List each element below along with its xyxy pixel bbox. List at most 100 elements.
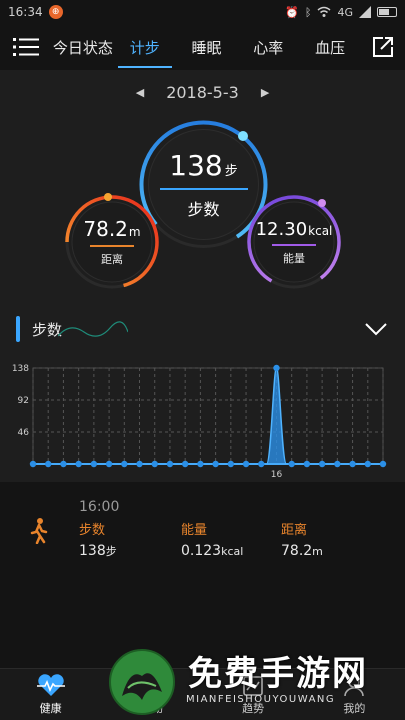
prev-date-button[interactable]: ◀ bbox=[135, 85, 145, 99]
detail-distance-number: 78.2 bbox=[281, 543, 313, 559]
detail-distance: 距离 78.2m bbox=[281, 519, 323, 559]
walk-icon bbox=[30, 518, 48, 544]
steps-number: 138 bbox=[169, 149, 223, 182]
app-notification-icon: ⊕ bbox=[48, 5, 63, 19]
battery-icon bbox=[377, 7, 397, 17]
detail-distance-value: 78.2m bbox=[281, 543, 323, 559]
data-point bbox=[60, 460, 67, 468]
distance-label: 距离 bbox=[101, 253, 123, 266]
distance-number: 78.2 bbox=[83, 217, 128, 241]
steps-divider bbox=[159, 188, 248, 190]
status-bar: 16:34 ⊕ ⏰ ᛒ 4G bbox=[0, 0, 405, 24]
data-point bbox=[334, 460, 341, 468]
wifi-icon bbox=[317, 6, 331, 17]
data-point bbox=[45, 460, 52, 468]
detail-energy-number: 0.123 bbox=[181, 543, 222, 559]
calories-label: 能量 bbox=[283, 251, 305, 265]
wave-decoration-icon bbox=[58, 321, 128, 337]
distance-content: 78.2 m 距离 bbox=[63, 193, 161, 291]
distance-value: 78.2 m bbox=[83, 217, 140, 241]
data-point bbox=[379, 460, 387, 468]
data-point bbox=[258, 460, 265, 468]
steps-ring: 138 步 步数 bbox=[137, 118, 270, 251]
steps-value: 138 步 bbox=[169, 149, 237, 182]
data-point bbox=[181, 460, 189, 468]
detail-time: 16:00 bbox=[79, 499, 120, 515]
y-tick-label: 46 bbox=[18, 428, 30, 438]
data-point bbox=[151, 460, 158, 468]
bottom-nav-health-label: 健康 bbox=[39, 701, 62, 715]
steps-content: 138 步 步数 bbox=[137, 118, 270, 251]
watermark-title: 免费手游网 bbox=[188, 654, 368, 694]
status-icons: ⏰ ᛒ 4G bbox=[285, 6, 397, 19]
steps-unit: 步 bbox=[224, 164, 238, 179]
menu-button[interactable] bbox=[0, 24, 52, 70]
watermark: 免费手游网 MIANFEISHOUYOUWANG bbox=[108, 642, 398, 720]
detail-steps-value: 138步 bbox=[79, 543, 117, 559]
detail-energy-label: 能量 bbox=[181, 523, 208, 538]
detail-steps-unit: 步 bbox=[105, 545, 117, 558]
data-point bbox=[227, 460, 235, 468]
data-point bbox=[303, 460, 311, 468]
calories-unit: kcal bbox=[308, 223, 333, 238]
detail-energy: 能量 0.123kcal bbox=[181, 519, 243, 559]
tab-today-status[interactable]: 今日状态 bbox=[52, 38, 113, 57]
data-point bbox=[166, 460, 174, 468]
tab-bar: 今日状态 计步 睡眠 心率 血压 bbox=[52, 24, 361, 70]
watermark-logo-icon bbox=[109, 649, 175, 715]
hour-detail: 16:00 步数 138步 能量 0.123kcal 距离 78.2m bbox=[0, 482, 405, 582]
chart-area-fill bbox=[33, 367, 383, 465]
calories-number: 12.30 bbox=[255, 218, 308, 240]
data-point bbox=[288, 460, 295, 468]
heart-pulse-icon bbox=[36, 673, 65, 696]
data-point bbox=[105, 460, 113, 468]
detail-steps-label: 步数 bbox=[79, 523, 106, 538]
chart-title: 步数 bbox=[32, 321, 63, 339]
person-icon bbox=[344, 675, 365, 696]
share-button[interactable] bbox=[361, 24, 405, 70]
data-point bbox=[75, 460, 82, 468]
distance-ring: 78.2 m 距离 bbox=[63, 193, 161, 291]
data-point bbox=[212, 460, 219, 468]
network-type: 4G bbox=[337, 5, 353, 19]
signal-icon bbox=[359, 6, 371, 18]
calories-ring: 12.30 kcal 能量 bbox=[245, 193, 343, 291]
data-point bbox=[29, 460, 37, 468]
tab-blood-pressure[interactable]: 血压 bbox=[315, 38, 346, 57]
menu-icon bbox=[13, 38, 39, 56]
bottom-nav-mine-label: 我的 bbox=[343, 701, 366, 715]
data-point bbox=[136, 460, 143, 468]
detail-energy-value: 0.123kcal bbox=[181, 543, 243, 559]
calories-content: 12.30 kcal 能量 bbox=[245, 193, 343, 291]
steps-ring-graphic bbox=[139, 120, 268, 249]
next-date-button[interactable]: ▶ bbox=[260, 85, 270, 99]
chart-header: 步数 bbox=[0, 312, 405, 348]
alarm-icon: ⏰ bbox=[285, 5, 299, 19]
top-navigation: 今日状态 计步 睡眠 心率 血压 bbox=[0, 24, 405, 70]
bottom-nav-health[interactable]: 健康 bbox=[0, 669, 101, 720]
data-point bbox=[197, 460, 204, 468]
data-point bbox=[318, 460, 326, 468]
distance-divider bbox=[90, 245, 134, 247]
detail-distance-unit: m bbox=[312, 545, 323, 558]
y-tick-label: 138 bbox=[12, 364, 29, 374]
detail-steps-number: 138 bbox=[79, 543, 106, 559]
steps-chart: 46 92 138 16 bbox=[0, 352, 405, 482]
tab-heart-rate[interactable]: 心率 bbox=[253, 38, 284, 57]
tab-sleep[interactable]: 睡眠 bbox=[191, 38, 222, 57]
y-tick-label: 92 bbox=[18, 396, 29, 406]
tab-steps[interactable]: 计步 bbox=[114, 24, 176, 70]
bottom-nav-trend[interactable]: 趋势 bbox=[203, 669, 304, 720]
chart-accent-bar bbox=[16, 316, 20, 342]
trend-icon bbox=[243, 675, 263, 696]
watermark-subtitle: MIANFEISHOUYOUWANG bbox=[186, 694, 336, 705]
data-point bbox=[349, 460, 356, 468]
detail-steps: 步数 138步 bbox=[79, 519, 117, 559]
date-selector: ◀ 2018-5-3 ▶ bbox=[0, 80, 405, 104]
distance-ring-graphic bbox=[65, 193, 159, 289]
data-point bbox=[364, 460, 371, 468]
status-time: 16:34 bbox=[8, 5, 43, 19]
chart-collapse-button[interactable] bbox=[363, 316, 389, 342]
bottom-nav-mine[interactable]: 我的 bbox=[304, 669, 405, 720]
detail-distance-label: 距离 bbox=[281, 523, 308, 538]
